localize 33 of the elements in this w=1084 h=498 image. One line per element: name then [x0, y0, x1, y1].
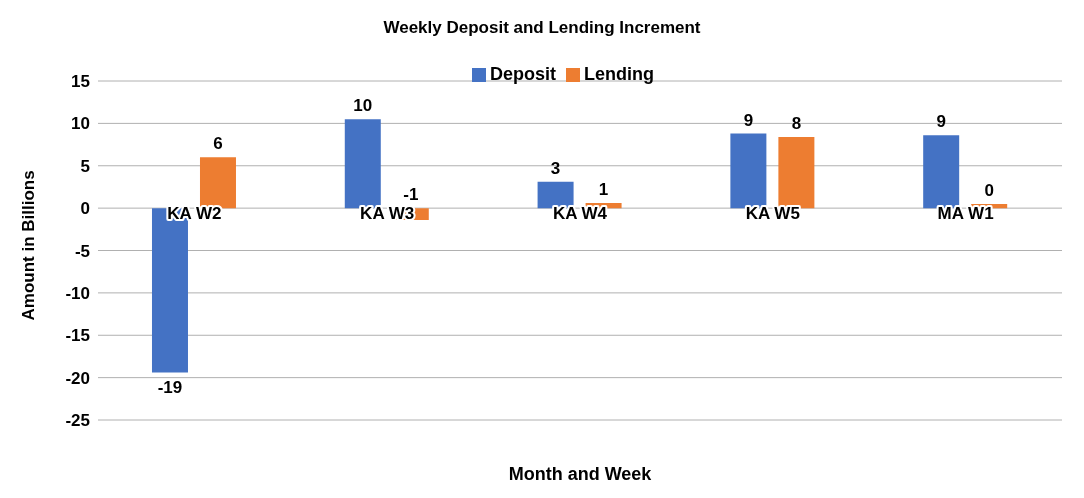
legend-label: Deposit: [489, 64, 556, 84]
bar: [537, 181, 574, 209]
y-tick-label: -15: [65, 326, 90, 346]
data-label: -19: [157, 377, 183, 397]
y-tick-label: -5: [74, 241, 90, 261]
data-label: 10: [353, 96, 373, 116]
bar: [344, 119, 381, 209]
x-axis-title: Month and Week: [508, 464, 653, 484]
data-label: 9: [743, 110, 754, 130]
bar: [730, 133, 767, 209]
chart-title: Weekly Deposit and Lending Increment: [382, 18, 702, 38]
bar: [778, 136, 815, 209]
data-label: 8: [791, 113, 802, 133]
y-tick-label: -10: [65, 283, 90, 303]
data-label: 0: [984, 180, 994, 200]
data-label: 1: [598, 180, 609, 200]
y-tick-label: 10: [71, 114, 90, 134]
data-label: 6: [213, 134, 223, 154]
data-label: 9: [936, 112, 946, 132]
data-label: 3: [550, 158, 561, 178]
y-axis-title: Amount in Billions: [19, 170, 39, 321]
y-tick-label: 5: [80, 156, 90, 176]
y-tick-label: -25: [65, 411, 90, 431]
y-tick-label: 0: [80, 199, 90, 219]
x-tick-label: KA W4: [552, 204, 608, 223]
y-tick-label: 15: [71, 72, 90, 92]
x-tick-label: KA W5: [745, 204, 800, 223]
bar: [199, 157, 236, 209]
data-label: -1: [403, 185, 419, 205]
bar: [923, 135, 960, 209]
legend-label: Lending: [584, 64, 654, 84]
y-tick-label: -20: [65, 368, 90, 388]
x-tick-label: MA W1: [937, 204, 994, 223]
